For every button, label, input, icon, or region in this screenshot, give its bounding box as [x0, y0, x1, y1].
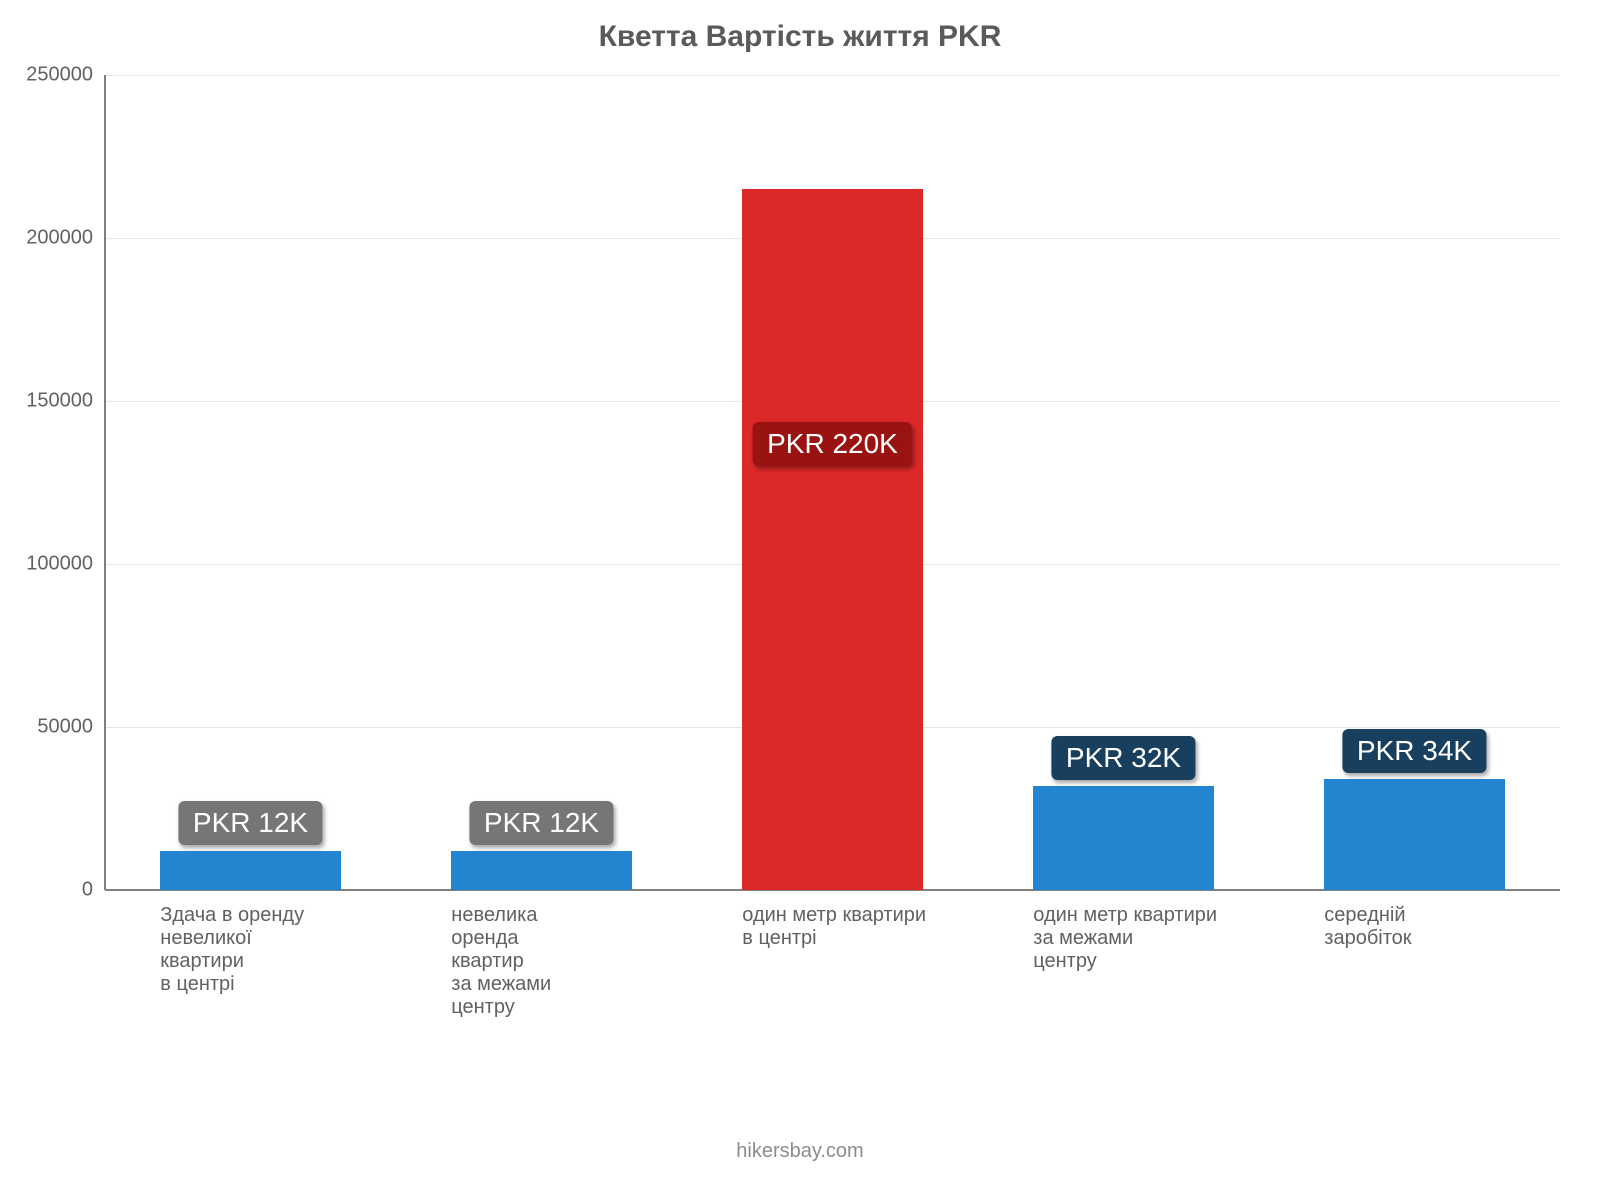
attribution-label: hikersbay.com	[0, 1140, 1600, 1163]
y-tick-label: 250000	[26, 64, 93, 87]
bar-value-badge: PKR 220K	[753, 422, 912, 466]
bar-value-badge: PKR 34K	[1343, 729, 1486, 773]
x-category-label: невеликаорендаквартирза межамицентру	[451, 904, 631, 1019]
cost-of-living-chart: Кветта Вартість життя PKR 05000010000015…	[0, 0, 1600, 1200]
bar: PKR 34K	[1324, 779, 1504, 890]
bar: PKR 32K	[1033, 786, 1213, 890]
x-category-label-line: середній	[1324, 904, 1504, 927]
y-tick-label: 150000	[26, 390, 93, 413]
x-category-label-line: в центрі	[160, 973, 340, 996]
bar: PKR 12K	[451, 851, 631, 890]
x-category-label-line: оренда	[451, 927, 631, 950]
chart-title: Кветта Вартість життя PKR	[0, 20, 1600, 54]
x-category-label-line: один метр квартири	[1033, 904, 1213, 927]
x-category-label-line: центру	[451, 996, 631, 1019]
x-category-label-line: Здача в оренду	[160, 904, 340, 927]
y-tick-label: 0	[82, 879, 93, 902]
x-category-label-line: в центрі	[742, 927, 922, 950]
x-category-label-line: за межами	[451, 973, 631, 996]
bar-value-badge: PKR 12K	[179, 801, 322, 845]
bar-value-badge: PKR 32K	[1052, 736, 1195, 780]
x-category-label: Здача в орендуневеликоїквартирив центрі	[160, 904, 340, 996]
y-tick-label: 100000	[26, 553, 93, 576]
x-category-label-line: заробіток	[1324, 927, 1504, 950]
gridline	[105, 75, 1560, 76]
x-category-label-line: за межами	[1033, 927, 1213, 950]
x-category-label: один метр квартирив центрі	[742, 904, 922, 950]
plot-area: 050000100000150000200000250000PKR 12KЗда…	[105, 75, 1560, 890]
x-category-label-line: невеликої	[160, 927, 340, 950]
x-category-label: середнійзаробіток	[1324, 904, 1504, 950]
bar: PKR 12K	[160, 851, 340, 890]
x-category-label: один метр квартириза межамицентру	[1033, 904, 1213, 973]
bar-value-badge: PKR 12K	[470, 801, 613, 845]
y-tick-label: 200000	[26, 227, 93, 250]
bar: PKR 220K	[742, 189, 922, 890]
x-category-label-line: центру	[1033, 950, 1213, 973]
y-tick-label: 50000	[37, 716, 93, 739]
y-axis-line	[104, 75, 106, 890]
x-category-label-line: квартири	[160, 950, 340, 973]
x-category-label-line: квартир	[451, 950, 631, 973]
x-category-label-line: один метр квартири	[742, 904, 922, 927]
x-category-label-line: невелика	[451, 904, 631, 927]
